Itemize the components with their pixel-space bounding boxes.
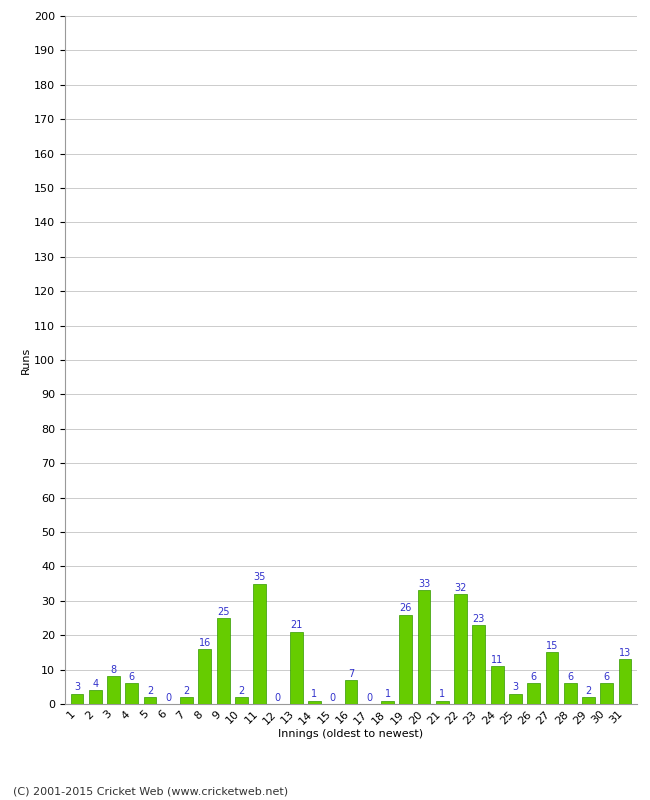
Bar	[619, 659, 631, 704]
Bar	[418, 590, 430, 704]
Bar	[308, 701, 321, 704]
Bar	[180, 697, 193, 704]
Text: 6: 6	[604, 672, 610, 682]
Bar	[235, 697, 248, 704]
Bar	[582, 697, 595, 704]
Bar	[436, 701, 448, 704]
Text: 0: 0	[275, 693, 281, 702]
Text: 1: 1	[384, 689, 391, 699]
Text: 15: 15	[546, 641, 558, 651]
Text: 3: 3	[512, 682, 519, 692]
Bar	[601, 683, 613, 704]
Text: 0: 0	[165, 693, 172, 702]
Y-axis label: Runs: Runs	[21, 346, 31, 374]
Bar	[527, 683, 540, 704]
Text: 21: 21	[290, 620, 302, 630]
Text: 2: 2	[239, 686, 244, 696]
Text: 1: 1	[439, 689, 445, 699]
Text: 2: 2	[183, 686, 190, 696]
Bar	[454, 594, 467, 704]
Bar	[564, 683, 577, 704]
Text: 16: 16	[199, 638, 211, 647]
Text: 8: 8	[111, 665, 116, 675]
Bar	[399, 614, 412, 704]
X-axis label: Innings (oldest to newest): Innings (oldest to newest)	[278, 729, 424, 738]
Text: 6: 6	[129, 672, 135, 682]
Text: 2: 2	[586, 686, 592, 696]
Text: 4: 4	[92, 679, 98, 689]
Text: 25: 25	[217, 606, 229, 617]
Bar	[491, 666, 504, 704]
Bar	[144, 697, 157, 704]
Text: 7: 7	[348, 669, 354, 678]
Bar	[381, 701, 394, 704]
Text: 23: 23	[473, 614, 485, 623]
Text: 6: 6	[530, 672, 537, 682]
Text: (C) 2001-2015 Cricket Web (www.cricketweb.net): (C) 2001-2015 Cricket Web (www.cricketwe…	[13, 786, 288, 796]
Text: 0: 0	[366, 693, 372, 702]
Text: 11: 11	[491, 654, 503, 665]
Text: 32: 32	[454, 582, 467, 593]
Text: 0: 0	[330, 693, 336, 702]
Text: 6: 6	[567, 672, 573, 682]
Text: 2: 2	[147, 686, 153, 696]
Bar	[473, 625, 486, 704]
Text: 3: 3	[74, 682, 80, 692]
Bar	[344, 680, 358, 704]
Text: 26: 26	[400, 603, 412, 613]
Text: 1: 1	[311, 689, 318, 699]
Bar	[290, 632, 303, 704]
Text: 35: 35	[254, 572, 266, 582]
Bar	[125, 683, 138, 704]
Bar	[198, 649, 211, 704]
Bar	[71, 694, 83, 704]
Text: 13: 13	[619, 648, 631, 658]
Bar	[545, 653, 558, 704]
Text: 33: 33	[418, 579, 430, 589]
Bar	[509, 694, 522, 704]
Bar	[254, 584, 266, 704]
Bar	[107, 677, 120, 704]
Bar	[89, 690, 101, 704]
Bar	[216, 618, 229, 704]
